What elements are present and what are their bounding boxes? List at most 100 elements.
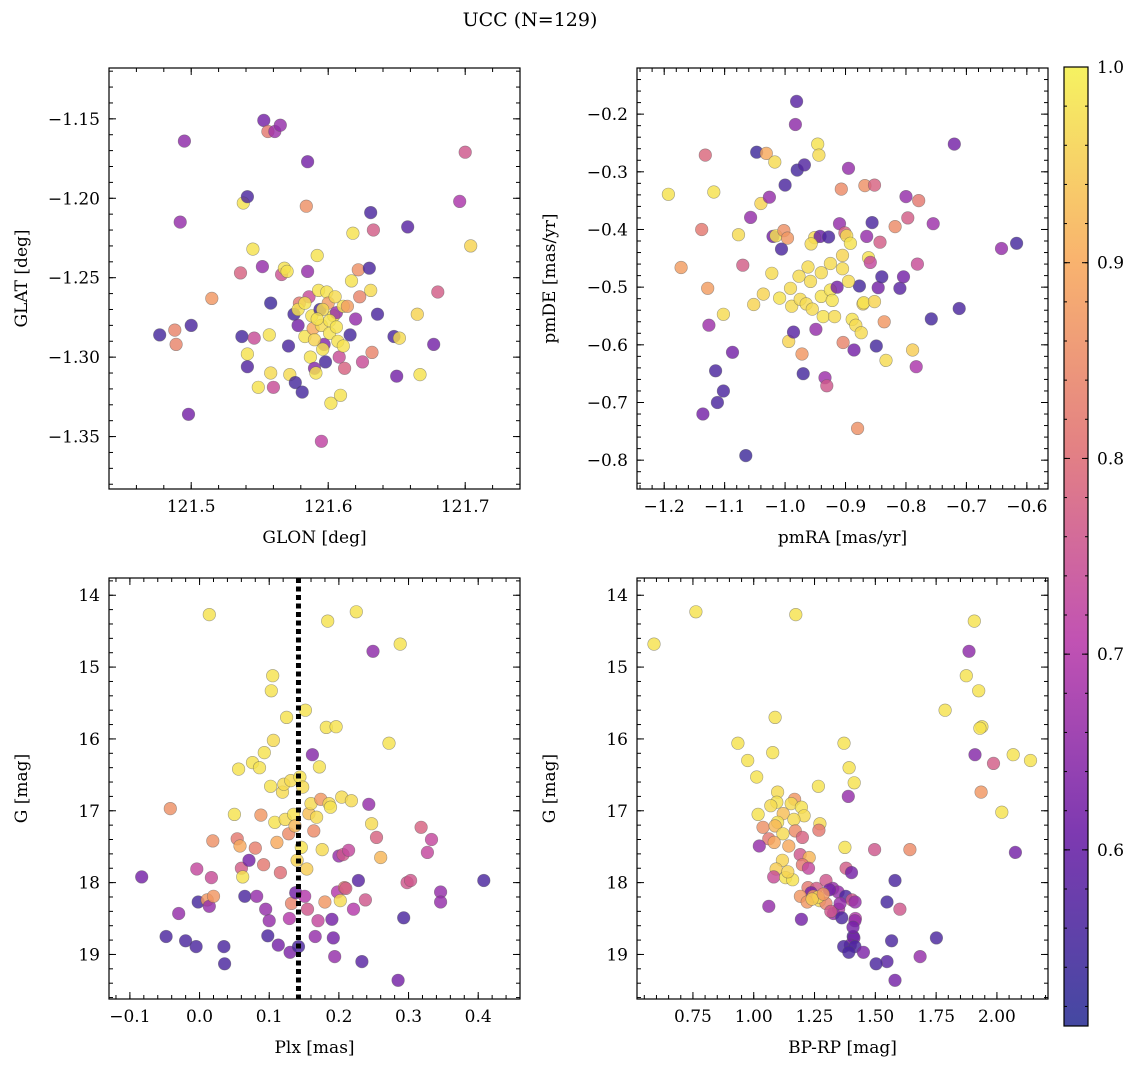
scatter-point bbox=[869, 339, 883, 353]
scatter-point bbox=[364, 283, 378, 298]
scatter-point bbox=[314, 434, 329, 448]
scatter-point bbox=[181, 407, 196, 421]
x-tick-label: 0.4 bbox=[465, 1007, 492, 1027]
scatter-point bbox=[323, 800, 338, 814]
scatter-point bbox=[834, 182, 848, 196]
x-tick-label: −0.9 bbox=[825, 497, 866, 517]
scatter-point bbox=[329, 720, 343, 734]
scatter-point bbox=[307, 333, 322, 347]
scatter-point bbox=[847, 776, 861, 790]
scatter-point bbox=[246, 242, 260, 256]
colorbar-tick-label: 0.8 bbox=[1097, 449, 1124, 469]
scatter-point bbox=[206, 834, 220, 848]
scatter-point bbox=[318, 895, 332, 909]
scatter-points bbox=[647, 605, 1038, 987]
scatter-point bbox=[910, 257, 925, 271]
y-tick-label: −0.2 bbox=[587, 105, 628, 125]
scatter-point bbox=[298, 296, 312, 310]
scatter-point bbox=[830, 280, 844, 294]
scatter-point bbox=[339, 881, 353, 896]
scatter-point bbox=[300, 862, 314, 876]
scatter-point bbox=[860, 229, 874, 243]
scatter-point bbox=[789, 607, 803, 622]
scatter-point bbox=[410, 307, 424, 321]
y-tick-label: 18 bbox=[78, 874, 100, 894]
x-tick-label: 1.50 bbox=[856, 1007, 894, 1027]
scatter-point bbox=[227, 807, 241, 822]
scatter-point bbox=[240, 347, 254, 361]
scatter-point bbox=[336, 339, 350, 353]
scatter-point bbox=[661, 187, 676, 201]
scatter-point bbox=[217, 939, 231, 954]
scatter-point bbox=[424, 832, 439, 847]
scatter-point bbox=[812, 823, 826, 837]
scatter-point bbox=[794, 912, 809, 926]
scatter-point bbox=[825, 293, 839, 308]
y-tick-label: −0.6 bbox=[587, 336, 628, 356]
scatter-point bbox=[938, 703, 952, 717]
scatter-point bbox=[233, 839, 247, 853]
colorbar-frame bbox=[1063, 66, 1089, 1027]
scatter-point bbox=[786, 325, 801, 339]
scatter-point bbox=[875, 270, 889, 284]
scatter-point bbox=[310, 248, 324, 263]
y-tick-label: 14 bbox=[78, 586, 100, 606]
scatter-points bbox=[153, 113, 478, 448]
x-tick-label: 121.6 bbox=[304, 497, 353, 517]
x-axis-label: BP-RP [mag] bbox=[788, 1038, 897, 1058]
scatter-point bbox=[788, 117, 803, 132]
scatter-point bbox=[792, 269, 806, 283]
scatter-point bbox=[805, 892, 819, 906]
scatter-point bbox=[328, 949, 342, 964]
scatter-point bbox=[995, 805, 1009, 819]
scatter-point bbox=[801, 260, 815, 274]
scatter-point bbox=[173, 215, 187, 229]
scatter-point bbox=[271, 938, 285, 952]
scatter-point bbox=[391, 973, 405, 987]
scatter-point bbox=[841, 789, 855, 804]
axes-frame bbox=[636, 67, 1049, 490]
scatter-point bbox=[366, 223, 381, 237]
scatter-point bbox=[756, 287, 770, 301]
scatter-point bbox=[725, 345, 740, 359]
scatter-point bbox=[848, 895, 862, 909]
x-axis-label: GLON [deg] bbox=[262, 528, 366, 548]
axes-frame bbox=[108, 577, 521, 1000]
y-tick-label: 16 bbox=[78, 730, 100, 750]
scatter-point bbox=[809, 322, 823, 336]
scatter-point bbox=[301, 264, 315, 279]
scatter-point bbox=[1008, 845, 1023, 860]
x-tick-label: −1.1 bbox=[704, 497, 745, 517]
scatter-point bbox=[838, 840, 852, 855]
scatter-point bbox=[873, 235, 887, 249]
scatter-point bbox=[205, 291, 219, 306]
scatter-point bbox=[867, 842, 882, 857]
scatter-point bbox=[189, 939, 203, 954]
scatter-point bbox=[291, 318, 305, 333]
scatter-point bbox=[355, 954, 369, 969]
x-tick-label: 0.0 bbox=[186, 1007, 213, 1027]
scatter-point bbox=[172, 906, 186, 921]
scatter-point bbox=[811, 137, 825, 151]
scatter-point bbox=[266, 380, 281, 394]
scatter-point bbox=[346, 902, 361, 916]
axes-frame bbox=[108, 67, 521, 490]
scatter-point bbox=[877, 315, 891, 329]
x-tick-label: 121.5 bbox=[167, 497, 216, 517]
scatter-point bbox=[328, 290, 342, 304]
x-tick-label: −0.8 bbox=[885, 497, 926, 517]
y-axis-label: G [mag] bbox=[540, 754, 560, 823]
scatter-point bbox=[820, 379, 834, 393]
scatter-point bbox=[458, 145, 472, 159]
scatter-point bbox=[847, 343, 861, 357]
scatter-point bbox=[414, 820, 428, 834]
scatter-point bbox=[816, 310, 830, 324]
scatter-point bbox=[184, 318, 198, 333]
scatter-point bbox=[912, 194, 926, 208]
scatter-point bbox=[301, 155, 315, 169]
scatter-point bbox=[781, 865, 795, 879]
colorbar-tick-label: 0.6 bbox=[1097, 841, 1124, 861]
x-axis-label: pmRA [mas/yr] bbox=[778, 528, 907, 548]
scatter-point bbox=[392, 331, 407, 345]
scatter-point bbox=[702, 318, 716, 332]
